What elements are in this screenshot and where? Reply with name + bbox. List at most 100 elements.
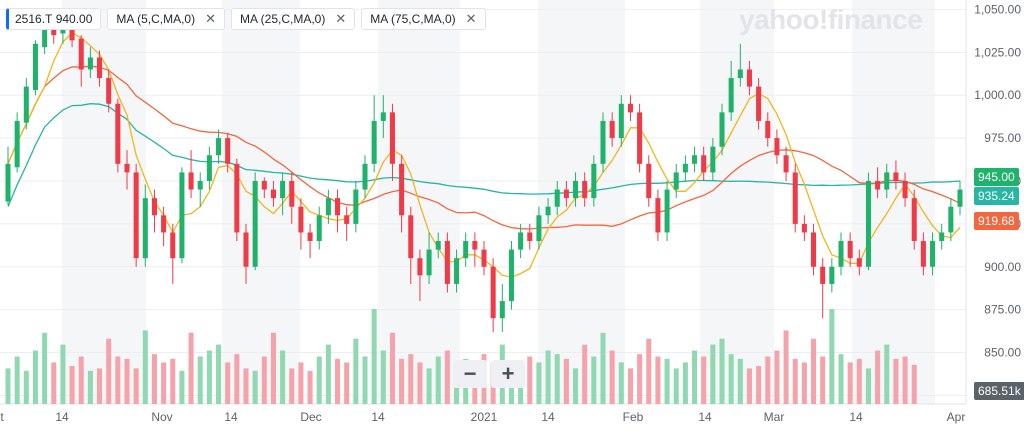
volume-bar [591, 356, 597, 404]
candle-body [811, 232, 817, 267]
zoom-out-button[interactable]: − [453, 360, 487, 388]
x-tick-label: Mar [764, 410, 785, 424]
volume-bar [820, 356, 826, 404]
candle-body [417, 258, 423, 276]
volume-bar [14, 356, 20, 404]
volume-bar [142, 330, 148, 404]
volume-bar [701, 356, 707, 404]
volume-bar [97, 368, 103, 404]
candle-body [664, 189, 670, 233]
x-tick-label: 14 [371, 410, 385, 424]
watermark: yahoo!finance [739, 4, 923, 35]
ticker-chip[interactable]: 2516.T 940.00 [6, 8, 102, 30]
volume-bar [417, 362, 423, 404]
candle-body [408, 215, 414, 259]
candle-body [563, 189, 569, 199]
volume-bar [270, 332, 276, 404]
volume-bar [380, 350, 386, 404]
zoom-in-button[interactable]: + [491, 360, 525, 388]
candle-body [737, 69, 743, 79]
candle-body [957, 189, 963, 207]
volume-bar [243, 368, 249, 404]
candle-body [252, 180, 258, 267]
candle-body [527, 232, 533, 242]
x-tick-label: Dec [300, 410, 321, 424]
candle-body [454, 258, 460, 284]
candle-body [170, 232, 176, 259]
candle-body [948, 206, 954, 233]
close-icon[interactable]: ✕ [335, 11, 347, 26]
candle-body [508, 249, 514, 302]
candle-body [270, 189, 276, 199]
volume-bar [188, 332, 194, 404]
volume-bar [5, 368, 11, 404]
x-tick-label: Nov [151, 410, 172, 424]
candle-body [765, 120, 771, 139]
ma75-chip[interactable]: MA (75,C,MA,0) ✕ [361, 8, 486, 30]
candle-body [115, 103, 121, 164]
candle-body [939, 232, 945, 242]
candle-body [646, 163, 652, 199]
volume-bar [426, 368, 432, 404]
volume-bar [51, 362, 57, 404]
volume-bar [179, 370, 185, 404]
ma75-line [7, 103, 961, 207]
volume-bar [115, 356, 121, 404]
y-tick-label: 975.00 [984, 131, 1021, 145]
candle-body [627, 103, 633, 113]
candle-body [426, 249, 432, 276]
candle-body [875, 180, 881, 190]
volume-bar [600, 332, 606, 404]
candle-body [69, 26, 75, 41]
volume-bar [23, 370, 29, 404]
volume-bar [811, 338, 817, 404]
candle-body [719, 112, 725, 147]
candle-body [820, 266, 826, 284]
candle-body [783, 155, 789, 173]
ticker-symbol: 2516.T [15, 12, 53, 26]
volume-bar [216, 344, 222, 404]
volume-bar [847, 362, 853, 404]
ma25-chip[interactable]: MA (25,C,MA,0) ✕ [231, 8, 356, 30]
candle-body [87, 57, 93, 70]
volume-bar [646, 338, 652, 404]
volume-bar [106, 338, 112, 404]
x-tick-label: 14 [849, 410, 863, 424]
ticker-last: 940.00 [55, 12, 93, 26]
volume-bar [774, 350, 780, 404]
candle-body [362, 163, 368, 190]
volume-bar [875, 350, 881, 404]
close-icon[interactable]: ✕ [465, 11, 477, 26]
candle-body [801, 223, 807, 233]
ma5-chip[interactable]: MA (5,C,MA,0) ✕ [107, 8, 225, 30]
candle-body [884, 172, 890, 190]
volume-bar [362, 356, 368, 404]
candle-body [463, 241, 469, 259]
candle-body [536, 215, 542, 242]
ma5-label: MA (5,C,MA,0) [116, 12, 196, 26]
volume-bar [554, 354, 560, 404]
candle-body [481, 249, 487, 267]
candle-body [893, 172, 899, 181]
volume-bar [325, 344, 331, 404]
month-band [62, 0, 146, 404]
x-tick-label: Apr [947, 410, 966, 424]
candle-body [655, 198, 661, 233]
volume-bar [682, 362, 688, 404]
x-tick-label: t [0, 410, 4, 424]
close-icon[interactable]: ✕ [205, 11, 216, 26]
volume-bar [627, 368, 633, 404]
candle-body [243, 232, 249, 267]
candle-body [389, 112, 395, 164]
candle-body [920, 241, 926, 267]
candle-body [600, 120, 606, 164]
volume-bar [838, 354, 844, 404]
candle-body [353, 189, 359, 224]
volume-bar [389, 332, 395, 404]
volume-bar [756, 366, 762, 404]
candle-body [435, 241, 441, 250]
candle-body [444, 241, 450, 284]
candle-body [490, 266, 496, 319]
